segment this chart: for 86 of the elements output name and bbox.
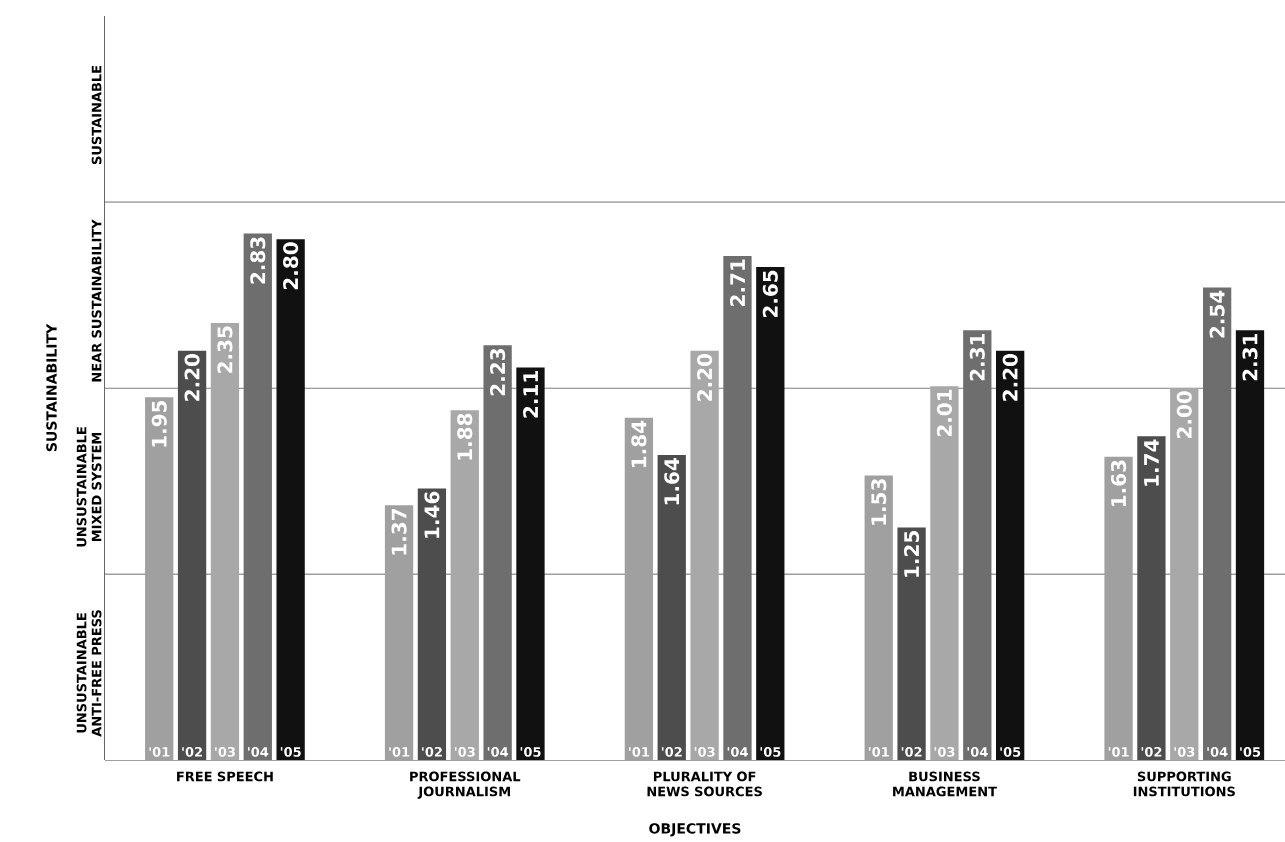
text: '05 [1240, 746, 1261, 757]
data-label: 2.71 [730, 259, 745, 306]
bar [210, 322, 240, 760]
data-label: 2.83 [250, 237, 266, 284]
bar [1104, 456, 1133, 760]
text: '02 [422, 746, 442, 757]
data-label: 1.88 [457, 413, 473, 460]
data-label: 2.65 [762, 270, 778, 318]
data-label: 2.20 [184, 353, 200, 401]
bar [1170, 387, 1199, 760]
data-label: 1.63 [1111, 460, 1127, 507]
data-label: 1.74 [1144, 439, 1159, 486]
data-label: 2.31 [969, 333, 985, 381]
data-label: 1.37 [391, 508, 407, 555]
bar [145, 397, 174, 760]
data-label: 2.80 [283, 242, 299, 290]
band-label: UNSUSTAINABLE ANTI-FREE PRESS [76, 610, 102, 737]
series-label: '03 [215, 746, 235, 757]
band-label: NEAR SUSTAINABILITY [91, 219, 102, 382]
bar [450, 410, 479, 760]
text: '04 [1207, 746, 1228, 757]
text: '03 [934, 746, 955, 757]
bar [864, 475, 893, 760]
bar [930, 386, 959, 760]
data-label: 1.53 [871, 479, 887, 525]
data-label: 2.20 [1002, 353, 1018, 401]
text: '05 [1000, 746, 1021, 757]
bar [624, 417, 654, 760]
text: '03 [1174, 746, 1195, 757]
bar [243, 233, 272, 760]
data-label: 2.00 [1176, 391, 1192, 438]
data-label: 2.01 [936, 389, 952, 437]
y-axis-title: SUSTAINABILITY [46, 323, 57, 452]
x-tick-label: SUPPORTING INSTITUTIONS [1133, 771, 1235, 797]
text: '01 [629, 746, 650, 757]
bar [657, 454, 686, 760]
text: '05 [760, 746, 781, 757]
data-label: 2.11 [523, 371, 538, 418]
x-tick-label: PLURALITY OF NEWS SOURCES [647, 771, 762, 797]
text: '05 [520, 746, 541, 757]
text: '01 [389, 746, 410, 757]
bar [516, 367, 545, 760]
bar [483, 345, 512, 760]
series-label: '04 [247, 746, 269, 757]
bar [723, 255, 752, 760]
data-label: 2.23 [490, 348, 506, 396]
bar [963, 330, 992, 760]
bar [384, 505, 414, 760]
data-label: 1.84 [631, 420, 647, 468]
data-label: 2.54 [1209, 290, 1225, 338]
text: '02 [901, 746, 922, 757]
data-label: 1.46 [424, 491, 440, 538]
series-label: '02 [182, 746, 202, 757]
data-label: 1.25 [904, 531, 920, 577]
text: '03 [694, 746, 715, 757]
data-label: 2.20 [697, 353, 713, 401]
bar [417, 488, 447, 760]
data-label: 2.35 [217, 326, 233, 373]
bar [276, 239, 305, 760]
text: '02 [661, 746, 682, 757]
x-tick-label: BUSINESS MANAGEMENT [893, 771, 997, 797]
text: '04 [487, 746, 509, 757]
band-label: SUSTAINABLE [91, 65, 102, 165]
bar [1202, 287, 1232, 760]
data-label: 1.64 [664, 458, 680, 505]
text: '03 [454, 746, 475, 757]
data-label: 2.31 [1242, 333, 1258, 381]
bar [690, 350, 719, 760]
band-label: UNSUSTAINABLE MIXED SYSTEM [76, 427, 102, 547]
text: '01 [868, 746, 889, 757]
text: '04 [967, 746, 988, 757]
text: '01 [1108, 746, 1129, 757]
bar [177, 350, 207, 760]
data-label: 1.95 [151, 400, 167, 447]
bar [996, 350, 1025, 760]
bar [1137, 436, 1166, 760]
bar [756, 267, 785, 760]
bar [1235, 330, 1265, 760]
bar [897, 527, 926, 760]
series-label: '01 [149, 746, 170, 757]
x-tick-label: PROFESSIONAL JOURNALISM [410, 771, 521, 799]
text: '02 [1141, 746, 1162, 757]
series-label: '05 [280, 746, 301, 757]
text: '04 [727, 746, 748, 757]
x-axis-title: OBJECTIVES [649, 823, 741, 837]
x-tick-label: FREE SPEECH [177, 771, 273, 782]
